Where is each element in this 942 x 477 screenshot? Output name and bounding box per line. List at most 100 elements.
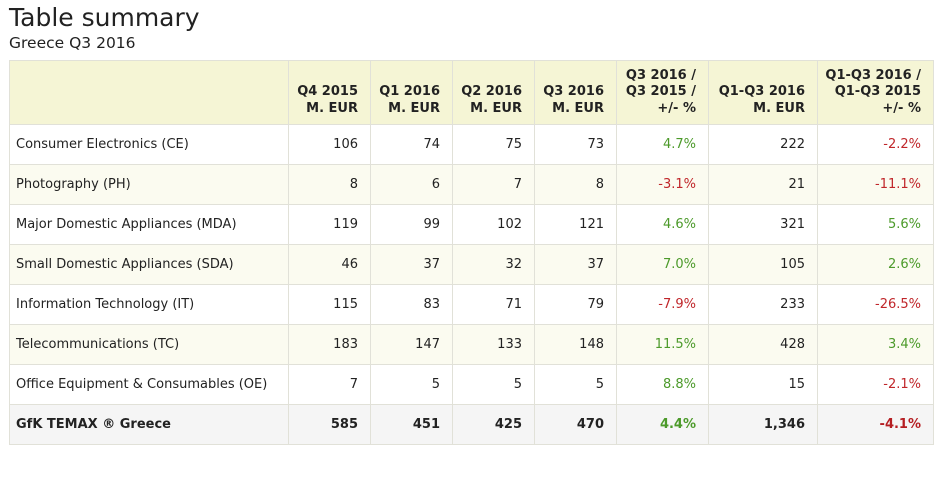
cell-q3-2016: 73 xyxy=(534,124,617,165)
cell-category: Small Domestic Appliances (SDA) xyxy=(9,244,289,285)
cell-q1q3-change: -2.1% xyxy=(817,364,934,405)
cell-q1q3-2016: 21 xyxy=(708,164,818,205)
column-header-line: +/- % xyxy=(657,100,696,116)
cell-q1q3-2016: 15 xyxy=(708,364,818,405)
cell-q1-2016: 5 xyxy=(370,364,453,405)
page-subtitle: Greece Q3 2016 xyxy=(9,34,136,52)
cell-q3-2016: 121 xyxy=(534,204,617,245)
cell-q3-2016: 470 xyxy=(534,404,617,445)
cell-q1-2016: 74 xyxy=(370,124,453,165)
column-header-line xyxy=(16,84,276,101)
column-header-q1q3-change: Q1-Q3 2016 /Q1-Q3 2015 +/- % xyxy=(817,60,934,125)
column-header-line xyxy=(541,68,604,85)
cell-q4-2015: 115 xyxy=(288,284,371,325)
table-total-row: GfK TEMAX ® Greece 585 451 425 470 4.4% 1,346-… xyxy=(9,404,934,445)
column-header-line: M. EUR xyxy=(388,100,440,116)
column-header-line xyxy=(295,68,358,85)
column-header-line: M. EUR xyxy=(552,100,604,116)
table-row: Consumer Electronics (CE) 106 74 75 73 4.7% 22… xyxy=(9,124,934,165)
column-header-line xyxy=(16,68,276,85)
cell-q3-change: -3.1% xyxy=(616,164,709,205)
column-header-q2-2016: Q2 2016 M. EUR xyxy=(452,60,535,125)
table-row: Major Domestic Appliances (MDA) 119 99 102 1… xyxy=(9,204,934,245)
cell-q1-2016: 99 xyxy=(370,204,453,245)
column-header-line: Q1-Q3 2016 / xyxy=(825,67,921,83)
cell-q1q3-2016: 222 xyxy=(708,124,818,165)
cell-q3-change: 4.6% xyxy=(616,204,709,245)
cell-q1q3-2016: 428 xyxy=(708,324,818,365)
column-header-line: Q1-Q3 2016 xyxy=(718,84,805,100)
cell-q3-change: 4.4% xyxy=(616,404,709,445)
cell-q1q3-change: -11.1% xyxy=(817,164,934,205)
column-header-q3-2016: Q3 2016 M. EUR xyxy=(534,60,617,125)
summary-table: Q4 2015 M. EUR Q1 2016 M. EUR Q2 2016 M. EU… xyxy=(9,60,934,445)
cell-q3-change: 11.5% xyxy=(616,324,709,365)
column-header-q4-2015: Q4 2015 M. EUR xyxy=(288,60,371,125)
cell-q4-2015: 119 xyxy=(288,204,371,245)
cell-q3-2016: 8 xyxy=(534,164,617,205)
cell-category: Major Domestic Appliances (MDA) xyxy=(9,204,289,245)
cell-q3-2016: 5 xyxy=(534,364,617,405)
column-header-line: M. EUR xyxy=(306,100,358,116)
column-header-line: Q4 2015 xyxy=(297,84,358,100)
cell-q3-2016: 37 xyxy=(534,244,617,285)
table-row: Office Equipment & Consumables (OE) 7 5 5 5 8… xyxy=(9,364,934,405)
cell-q1-2016: 37 xyxy=(370,244,453,285)
cell-q3-change: -7.9% xyxy=(616,284,709,325)
cell-category: Information Technology (IT) xyxy=(9,284,289,325)
column-header-q1-2016: Q1 2016 M. EUR xyxy=(370,60,453,125)
cell-q1q3-2016: 105 xyxy=(708,244,818,285)
cell-q1-2016: 6 xyxy=(370,164,453,205)
cell-q4-2015: 585 xyxy=(288,404,371,445)
cell-q4-2015: 106 xyxy=(288,124,371,165)
cell-q3-change: 4.7% xyxy=(616,124,709,165)
table-row: Information Technology (IT) 115 83 71 79 -7.9… xyxy=(9,284,934,325)
cell-q1q3-2016: 321 xyxy=(708,204,818,245)
cell-q2-2016: 75 xyxy=(452,124,535,165)
cell-q1-2016: 147 xyxy=(370,324,453,365)
table-row: Telecommunications (TC) 183 147 133 148 11.5%… xyxy=(9,324,934,365)
cell-q3-2016: 148 xyxy=(534,324,617,365)
cell-q3-change: 7.0% xyxy=(616,244,709,285)
page-title: Table summary xyxy=(9,3,200,32)
column-header-line xyxy=(715,68,805,85)
cell-q2-2016: 32 xyxy=(452,244,535,285)
cell-q1q3-2016: 233 xyxy=(708,284,818,325)
column-header-line xyxy=(377,68,440,85)
column-header-line xyxy=(16,101,276,118)
cell-q1q3-change: -4.1% xyxy=(817,404,934,445)
cell-q1-2016: 451 xyxy=(370,404,453,445)
table-row: Photography (PH) 8 6 7 8 -3.1% 21 -11.1% xyxy=(9,164,934,205)
column-header-line: Q3 2015 / xyxy=(625,84,696,100)
table-header-row: Q4 2015 M. EUR Q1 2016 M. EUR Q2 2016 M. EU… xyxy=(9,60,934,125)
cell-q1-2016: 83 xyxy=(370,284,453,325)
column-header-q3-change: Q3 2016 /Q3 2015 /+/- % xyxy=(616,60,709,125)
table-body: Consumer Electronics (CE) 106 74 75 73 4.7% 22… xyxy=(9,124,934,445)
column-header-line: +/- % xyxy=(882,100,921,116)
cell-q3-2016: 79 xyxy=(534,284,617,325)
column-header-line: Q3 2016 / xyxy=(625,67,696,83)
cell-category: Photography (PH) xyxy=(9,164,289,205)
column-header-q1q3-2016: Q1-Q3 2016 M. EUR xyxy=(708,60,818,125)
cell-q3-change: 8.8% xyxy=(616,364,709,405)
cell-q2-2016: 71 xyxy=(452,284,535,325)
cell-q1q3-change: -26.5% xyxy=(817,284,934,325)
cell-q1q3-change: 2.6% xyxy=(817,244,934,285)
cell-q1q3-change: 3.4% xyxy=(817,324,934,365)
cell-q4-2015: 7 xyxy=(288,364,371,405)
cell-category: Office Equipment & Consumables (OE) xyxy=(9,364,289,405)
cell-category: Telecommunications (TC) xyxy=(9,324,289,365)
cell-q2-2016: 5 xyxy=(452,364,535,405)
cell-q2-2016: 7 xyxy=(452,164,535,205)
cell-q4-2015: 46 xyxy=(288,244,371,285)
column-header-line: M. EUR xyxy=(470,100,522,116)
column-header-line: Q3 2016 xyxy=(543,84,604,100)
cell-q1q3-2016: 1,346 xyxy=(708,404,818,445)
column-header-line: Q2 2016 xyxy=(461,84,522,100)
column-header-line: M. EUR xyxy=(753,100,805,116)
cell-category: GfK TEMAX ® Greece xyxy=(9,404,289,445)
column-header-category xyxy=(9,60,289,125)
column-header-line: Q1-Q3 2015 xyxy=(834,84,921,100)
column-header-line xyxy=(459,68,522,85)
cell-q4-2015: 8 xyxy=(288,164,371,205)
